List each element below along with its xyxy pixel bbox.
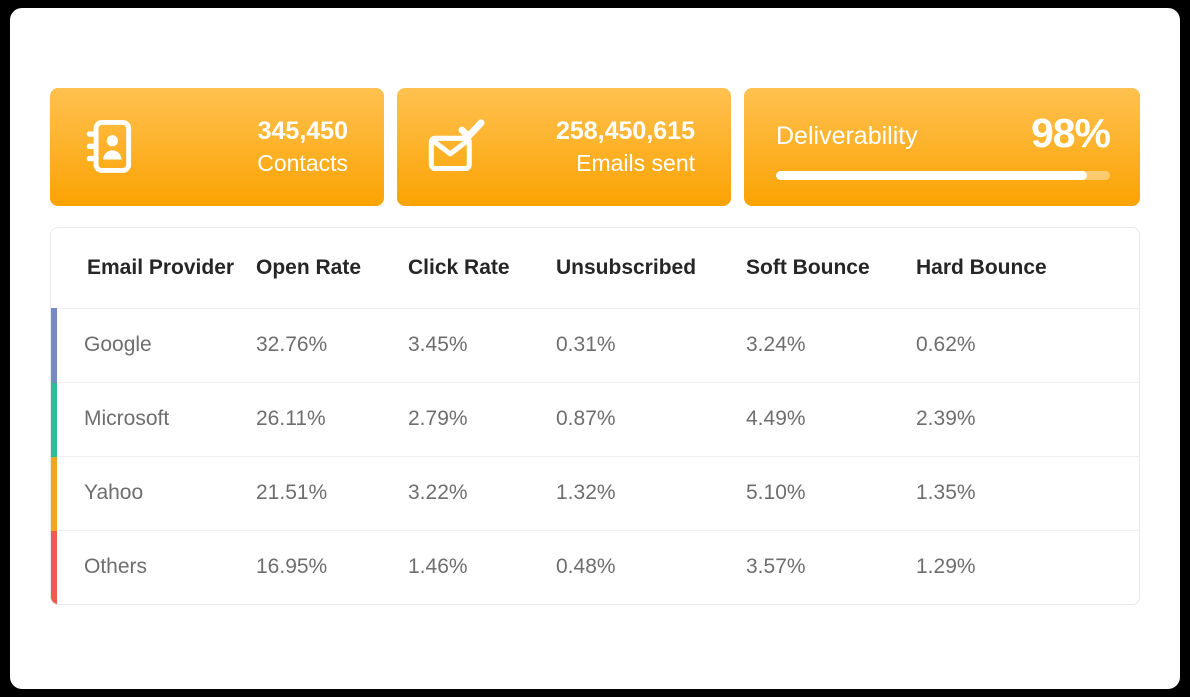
hard-bounce-value: 0.62% [916, 333, 976, 356]
address-book-icon [50, 114, 168, 180]
table-row-yahoo: Yahoo 21.51% 3.22% 1.32% 5.10% 1.35% [51, 455, 1139, 530]
emails-sent-label: Emails sent [576, 150, 695, 177]
hard-bounce-value: 2.39% [916, 381, 1139, 456]
column-header-soft-bounce: Soft Bounce [746, 228, 916, 309]
deliverability-label: Deliverability [776, 122, 918, 150]
hard-bounce-value: 1.35% [916, 455, 1139, 530]
contacts-value: 345,450 [257, 116, 348, 145]
emails-sent-stat: 258,450,615 Emails sent [515, 115, 731, 180]
unsubscribed-value: 1.32% [556, 455, 746, 530]
email-check-icon [397, 117, 515, 177]
table-row-google: Google 32.76% 3.45% 0.31% 3.24% 0.62% [51, 308, 1139, 382]
provider-stats-table: Email Provider Open Rate Click Rate Unsu… [51, 228, 1139, 604]
dashboard-panel: 345,450 Contacts 258,450,615 Emails sent [10, 8, 1180, 689]
soft-bounce-value: 3.24% [746, 333, 806, 356]
open-rate-value: 26.11% [256, 381, 408, 456]
deliverability-stat-card: Deliverability 98% [744, 88, 1140, 206]
dashboard-content: 345,450 Contacts 258,450,615 Emails sent [10, 8, 1180, 605]
open-rate-value: 16.95% [256, 529, 408, 604]
contacts-stat: 345,450 Contacts [168, 115, 384, 180]
deliverability-value: 98% [1030, 110, 1111, 156]
column-header-email-provider: Email Provider [54, 228, 256, 309]
open-rate-value: 21.51% [256, 455, 408, 530]
provider-name: Microsoft [51, 381, 256, 456]
soft-bounce-value: 4.49% [746, 381, 916, 456]
contacts-label: Contacts [257, 150, 348, 177]
contacts-stat-card: 345,450 Contacts [50, 88, 384, 206]
column-header-open-rate: Open Rate [256, 228, 408, 309]
unsubscribed-value: 0.87% [556, 381, 746, 456]
soft-bounce-value: 5.10% [746, 455, 916, 530]
provider-name: Yahoo [51, 455, 256, 530]
click-rate-value: 1.46% [408, 529, 556, 604]
hard-bounce-value: 1.29% [916, 529, 1139, 604]
table-row-microsoft: Microsoft 26.11% 2.79% 0.87% 4.49% 2.39% [51, 381, 1139, 456]
deliverability-progress-track [776, 171, 1110, 180]
emails-sent-value: 258,450,615 [555, 116, 695, 145]
soft-bounce-value: 3.57% [746, 529, 916, 604]
table-row-others: Others 16.95% 1.46% 0.48% 3.57% 1.29% [51, 529, 1139, 604]
emails-sent-stat-card: 258,450,615 Emails sent [397, 88, 731, 206]
click-rate-value: 3.22% [408, 455, 556, 530]
unsubscribed-value: 0.31% [556, 333, 616, 356]
provider-name: Others [51, 529, 256, 604]
column-header-hard-bounce: Hard Bounce [916, 228, 1139, 309]
unsubscribed-value: 0.48% [556, 529, 746, 604]
provider-stats-table-container: Email Provider Open Rate Click Rate Unsu… [50, 227, 1140, 605]
open-rate-value: 32.76% [256, 333, 328, 356]
stat-cards-row: 345,450 Contacts 258,450,615 Emails sent [50, 88, 1140, 206]
column-header-click-rate: Click Rate [408, 228, 556, 309]
click-rate-value: 2.79% [408, 381, 556, 456]
click-rate-value: 3.45% [408, 333, 468, 356]
provider-name: Google [51, 308, 256, 382]
deliverability-progress-fill [776, 171, 1087, 180]
column-header-unsubscribed: Unsubscribed [556, 228, 746, 309]
table-header-row: Email Provider Open Rate Click Rate Unsu… [54, 228, 1139, 309]
